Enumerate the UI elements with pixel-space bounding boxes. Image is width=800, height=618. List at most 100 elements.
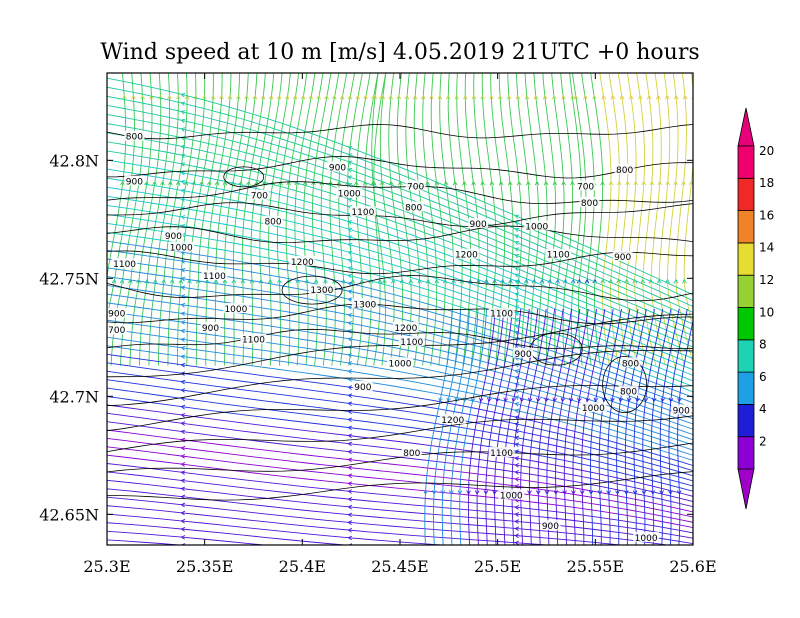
streamline-north — [560, 73, 574, 366]
streamline-south — [651, 308, 672, 545]
contour-label: 800 — [126, 133, 143, 143]
streamline-south — [520, 308, 547, 545]
streamline-arrow — [347, 543, 353, 545]
contour-label-bg — [398, 336, 425, 347]
streamline-arrow — [514, 305, 520, 310]
streamline-arrow — [136, 278, 141, 284]
map-panel: 800 900 900 700 1000 700 800 1100 800 900 1000 800 7… — [39, 72, 717, 576]
streamline-arrow — [632, 490, 638, 495]
contour-label: 1000 — [389, 359, 412, 369]
streamline-arrow — [588, 490, 594, 495]
streamline-arrow — [180, 354, 186, 359]
streamline-arrow — [619, 94, 625, 100]
colorbar-label: 14 — [759, 241, 774, 255]
streamline-arrow — [347, 433, 353, 439]
streamline-arrow — [347, 527, 353, 533]
streamline-arrow — [347, 321, 353, 326]
streamline-arrow — [295, 278, 301, 284]
streamline-arrow — [377, 278, 383, 284]
axis-ticks: 25.3E 25.35E 25.4E 25.45E 25.5E 25.55E 25.6E 42… — [39, 73, 717, 576]
contour-label-bg — [163, 229, 184, 240]
contour-label: 1100 — [113, 260, 136, 270]
streamline-arrow — [514, 369, 520, 374]
streamline-arrow — [180, 371, 186, 376]
streamline-north — [347, 73, 363, 366]
streamline-arrow — [673, 278, 679, 284]
streamline-north — [405, 73, 421, 366]
contour-label-bg — [349, 206, 376, 217]
streamline-arrow — [388, 94, 394, 100]
streamline-north — [364, 73, 379, 366]
streamline-arrow — [167, 94, 172, 100]
streamline-arrow — [180, 118, 186, 124]
streamline-arrow — [514, 214, 520, 219]
streamline-south — [459, 308, 488, 545]
streamline-arrow — [180, 215, 186, 220]
streamline-arrow — [618, 397, 624, 403]
streamline-arrow — [573, 94, 579, 100]
streamline-north — [176, 73, 206, 366]
streamline-arrow — [167, 180, 173, 186]
streamline-arrow — [347, 535, 353, 541]
streamline-arrow — [514, 234, 520, 239]
streamline-south — [581, 308, 606, 545]
streamline-arrow — [514, 260, 520, 265]
streamline-arrow — [347, 266, 353, 271]
streamline-arrow — [514, 311, 520, 316]
streamline-arrow — [437, 94, 443, 100]
streamline-arrow — [495, 397, 500, 403]
x-tick-label: 25.3E — [83, 557, 130, 576]
x-tick-label: 25.55E — [567, 557, 624, 576]
streamline-arrow — [514, 221, 520, 226]
streamline-arrow — [601, 94, 607, 100]
streamline-arrow — [347, 353, 353, 358]
streamline-arrow — [180, 404, 186, 410]
streamline-arrow — [514, 519, 520, 524]
streamline-north — [650, 73, 666, 366]
streamline-south — [624, 308, 647, 545]
contour-label: 700 — [407, 182, 424, 192]
contour-label-bg — [168, 241, 195, 252]
contour-label-bg — [540, 520, 561, 531]
streamline-arrow — [440, 490, 446, 495]
contour-label: 800 — [620, 388, 637, 398]
streamline-arrow — [466, 490, 471, 495]
streamline-arrow — [445, 94, 451, 100]
streamline-arrow — [362, 180, 368, 186]
streamline-arrow — [181, 552, 185, 556]
streamline-arrow — [650, 490, 656, 495]
streamline-arrow — [420, 94, 426, 100]
contour-label: 1000 — [582, 404, 605, 414]
streamline-arrow — [180, 197, 186, 202]
colorbar-label: 2 — [759, 435, 767, 449]
streamline-arrow — [608, 180, 614, 186]
streamline-north — [355, 73, 371, 366]
streamline-arrow — [497, 94, 503, 100]
contour-label: 900 — [165, 232, 182, 242]
streamline-arrow — [180, 362, 186, 368]
streamline-arrow — [161, 278, 167, 284]
streamline-arrow — [454, 397, 460, 403]
streamline-arrow — [511, 397, 517, 403]
streamline-arrow — [676, 490, 682, 495]
streamline-arrow — [347, 297, 353, 302]
streamline-arrow — [370, 180, 376, 186]
streamline-arrow — [514, 330, 520, 336]
contour-label: 800 — [405, 204, 422, 214]
streamline-arrow — [347, 361, 353, 366]
streamline-arrow — [347, 197, 353, 203]
streamline-north — [373, 73, 387, 366]
streamline-arrow — [230, 180, 236, 186]
contour-label-bg — [671, 404, 692, 415]
contour-label: 1100 — [242, 336, 265, 346]
streamline-arrow — [412, 94, 418, 100]
streamline-arrow — [668, 397, 674, 403]
streamline-arrow — [219, 94, 224, 100]
streamline-arrow — [423, 490, 428, 495]
streamline-arrow — [347, 153, 353, 158]
streamline-arrow — [120, 180, 125, 186]
colorbar-swatch — [737, 436, 755, 470]
streamline-arrow — [292, 94, 298, 100]
streamline-arrow — [515, 94, 521, 100]
streamline-arrow — [570, 278, 576, 284]
